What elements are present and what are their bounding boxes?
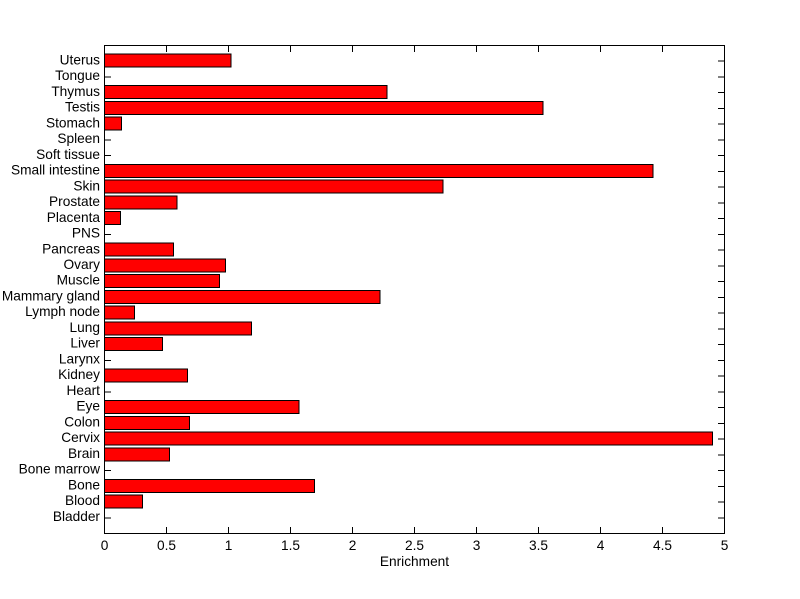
svg-text:Liver: Liver <box>70 336 100 351</box>
svg-text:3: 3 <box>473 538 481 553</box>
svg-text:Eye: Eye <box>76 399 100 414</box>
svg-text:PNS: PNS <box>72 226 100 241</box>
svg-text:Muscle: Muscle <box>57 273 100 288</box>
svg-text:Spleen: Spleen <box>57 131 100 146</box>
svg-text:Stomach: Stomach <box>46 115 100 130</box>
svg-text:Soft tissue: Soft tissue <box>36 147 100 162</box>
svg-text:3.5: 3.5 <box>529 538 548 553</box>
svg-text:0: 0 <box>101 538 109 553</box>
svg-text:1.5: 1.5 <box>281 538 300 553</box>
svg-text:Lymph node: Lymph node <box>25 304 100 319</box>
svg-text:Placenta: Placenta <box>47 210 101 225</box>
svg-text:2: 2 <box>349 538 357 553</box>
svg-text:Pancreas: Pancreas <box>42 241 100 256</box>
svg-text:Tongue: Tongue <box>55 68 100 83</box>
svg-text:Bone marrow: Bone marrow <box>19 462 101 477</box>
svg-text:Cervix: Cervix <box>61 430 100 445</box>
svg-text:4.5: 4.5 <box>653 538 672 553</box>
svg-text:Larynx: Larynx <box>59 351 100 366</box>
svg-text:Thymus: Thymus <box>51 84 100 99</box>
svg-text:Kidney: Kidney <box>58 367 100 382</box>
svg-text:2.5: 2.5 <box>405 538 424 553</box>
svg-text:Blood: Blood <box>65 493 100 508</box>
svg-text:Mammary gland: Mammary gland <box>2 288 100 303</box>
svg-text:Enrichment: Enrichment <box>380 554 449 569</box>
svg-text:Skin: Skin <box>73 178 100 193</box>
svg-text:Uterus: Uterus <box>60 52 100 67</box>
svg-text:5: 5 <box>721 538 729 553</box>
svg-text:Bladder: Bladder <box>53 509 101 524</box>
svg-text:Testis: Testis <box>65 100 100 115</box>
svg-text:Lung: Lung <box>70 320 100 335</box>
svg-text:Heart: Heart <box>67 383 101 398</box>
svg-text:4: 4 <box>597 538 605 553</box>
svg-text:Ovary: Ovary <box>63 257 100 272</box>
svg-text:Brain: Brain <box>68 446 100 461</box>
svg-text:Colon: Colon <box>64 414 100 429</box>
svg-text:Bone: Bone <box>68 477 100 492</box>
svg-text:1: 1 <box>225 538 233 553</box>
svg-text:0.5: 0.5 <box>157 538 176 553</box>
svg-text:Prostate: Prostate <box>49 194 100 209</box>
svg-text:Small intestine: Small intestine <box>11 163 100 178</box>
